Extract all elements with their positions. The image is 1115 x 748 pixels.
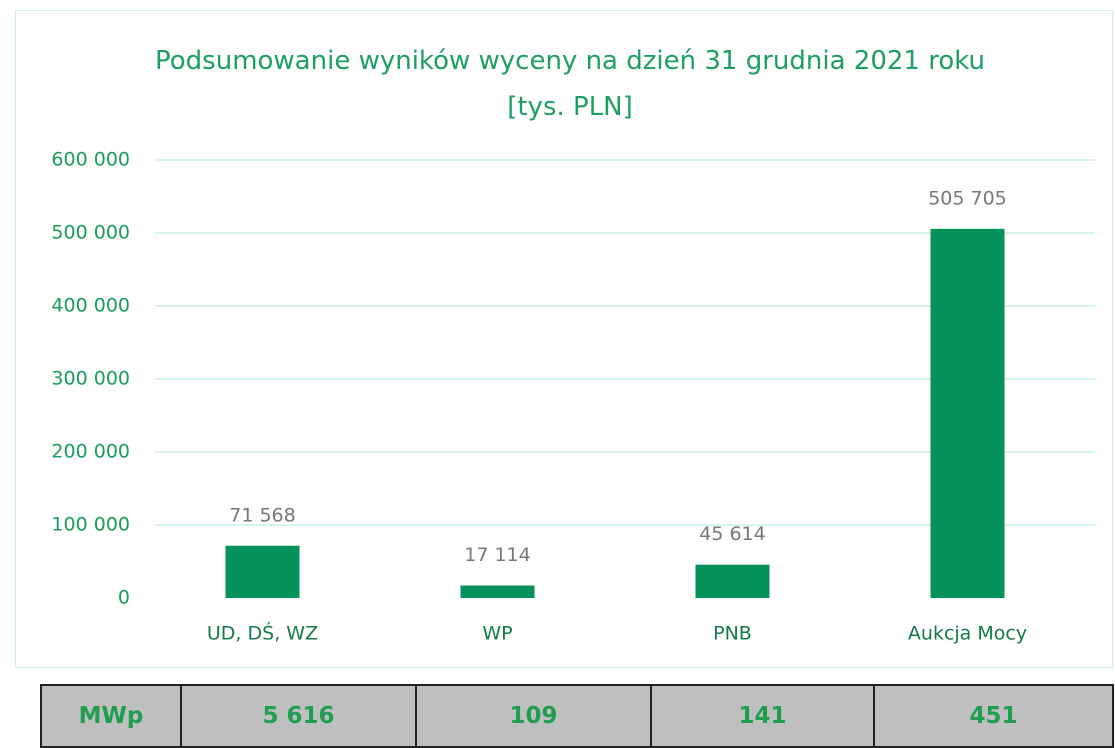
y-tick-label: 500 000 [51,222,130,244]
x-tick-label: UD, DŚ, WZ [207,621,318,645]
chart-frame [15,10,1113,668]
value-label: 505 705 [928,187,1007,209]
chart-title: Podsumowanie wyników wyceny na dzień 31 … [155,46,985,122]
mwp-table: MWp 5 616 109 141 451 [40,684,1114,748]
bar [225,545,300,598]
table-cell: 109 [415,684,652,748]
y-tick-label: 400 000 [51,295,130,317]
y-tick-label: 200 000 [51,441,130,463]
value-label: 45 614 [699,523,765,545]
x-tick-label: PNB [713,623,752,645]
table-cell: 141 [650,684,875,748]
x-tick-label: WP [482,623,512,645]
table-row: MWp 5 616 109 141 451 [40,684,1114,748]
x-tick-label: Aukcja Mocy [908,623,1027,645]
bar [460,585,535,598]
bar [930,228,1005,599]
y-tick-label: 300 000 [51,368,130,390]
table-cell: 451 [873,684,1114,748]
table-cell: MWp [40,684,182,748]
y-tick-label: 600 000 [51,149,130,171]
bar [695,564,770,598]
y-tick-label: 0 [118,587,130,609]
value-label: 71 568 [229,504,295,526]
y-tick-label: 100 000 [51,514,130,536]
chart: 0 100 000 200 000 300 000 400 000 500 000 600 … [51,149,1095,645]
table-cell: 5 616 [180,684,417,748]
value-label: 17 114 [464,544,530,566]
